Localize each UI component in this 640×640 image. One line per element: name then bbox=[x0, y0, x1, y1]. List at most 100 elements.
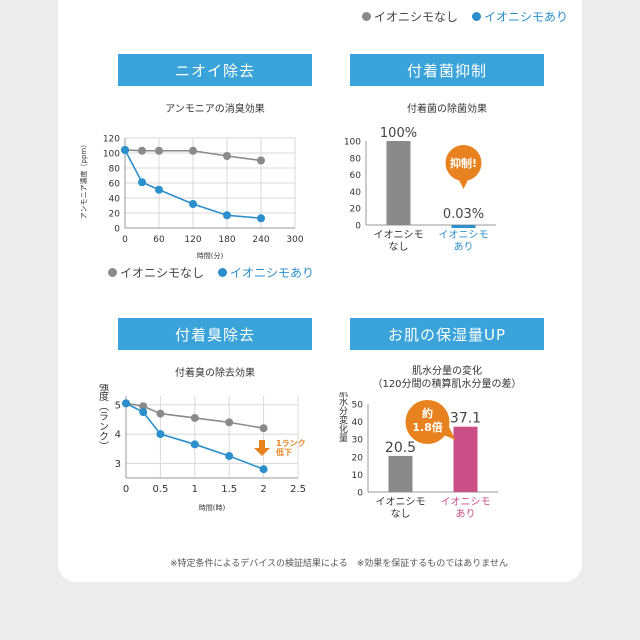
y-tick-label: 10 bbox=[352, 471, 364, 481]
x-tick-label: 180 bbox=[218, 235, 235, 245]
bar bbox=[386, 141, 411, 225]
ammonia-legend-item-without: イオニシモなし bbox=[108, 264, 204, 281]
down-arrow-icon bbox=[254, 448, 270, 456]
moisture-bar-chart: 0 10 20 30 40 50 20.5 イオニシモなし 37.1 イオニシモあり 積算肌水分変化… bbox=[337, 392, 498, 520]
y-tick-label: 4 bbox=[115, 430, 121, 441]
legend-label-with: イオニシモあり bbox=[484, 10, 569, 24]
data-point bbox=[122, 399, 130, 408]
callout-pointer bbox=[457, 177, 470, 189]
ammonia-chart-title: アンモニアの消臭効果 bbox=[165, 104, 265, 115]
bacteria-bar-chart: 0 20 40 60 80 100 100% イオニシモなし 0.03% イオニシモあり 抑制! bbox=[344, 126, 496, 253]
smell-line-chart: 0 0.5 1 1.5 2 2.5 3 4 5 時間(時) 臭気強度（ランク） 1ランク低下 bbox=[97, 384, 306, 512]
data-point bbox=[225, 452, 234, 461]
smell-chart-title: 付着臭の除去効果 bbox=[175, 368, 255, 379]
data-point bbox=[257, 214, 265, 223]
down-arrow-icon bbox=[259, 440, 265, 448]
data-point bbox=[155, 185, 163, 194]
legend-item-without: イオニシモなし bbox=[362, 8, 458, 25]
data-point bbox=[138, 178, 146, 187]
y-tick-label: 80 bbox=[350, 154, 362, 164]
data-point bbox=[223, 152, 231, 160]
data-point bbox=[190, 440, 199, 449]
x-tick-label: 2 bbox=[260, 484, 266, 495]
y-tick-label: 20 bbox=[350, 205, 362, 215]
data-point bbox=[139, 408, 148, 417]
y-tick-label: 50 bbox=[352, 401, 364, 411]
blue-dot-icon bbox=[218, 268, 228, 277]
data-point bbox=[189, 200, 197, 208]
x-tick-label: 0 bbox=[123, 484, 129, 495]
moisture-header: お肌の保湿量UP bbox=[350, 318, 544, 350]
data-point bbox=[225, 418, 234, 427]
category-label: イオニシモなし bbox=[376, 496, 426, 520]
x-tick-label: 60 bbox=[153, 235, 165, 245]
footnote: ※特定条件によるデバイスの検証結果による ※効果を保証するものではありません bbox=[170, 559, 509, 569]
y-tick-label: 5 bbox=[115, 400, 121, 411]
ammonia-legend-label-with: イオニシモあり bbox=[230, 266, 315, 280]
x-tick-label: 240 bbox=[252, 235, 269, 245]
y-tick-label: 40 bbox=[352, 418, 364, 428]
y-tick-label: 0 bbox=[114, 225, 120, 235]
x-tick-label: 2.5 bbox=[290, 484, 306, 495]
data-point bbox=[155, 146, 163, 155]
y-axis-label: アンモニア濃度（ppm） bbox=[79, 141, 88, 219]
bar bbox=[451, 224, 476, 228]
odor-header: ニオイ除去 bbox=[118, 54, 312, 86]
y-tick-label: 20 bbox=[109, 210, 121, 220]
y-tick-label: 3 bbox=[115, 459, 121, 470]
data-point bbox=[121, 146, 129, 154]
data-point bbox=[156, 409, 165, 418]
y-tick-label: 100 bbox=[103, 150, 120, 160]
data-point bbox=[259, 465, 268, 474]
data-point bbox=[190, 413, 199, 422]
bar-value-label: 37.1 bbox=[450, 411, 481, 427]
y-axis-label: 積算肌水分変化量 bbox=[337, 392, 348, 442]
y-tick-label: 60 bbox=[350, 171, 362, 181]
data-point bbox=[257, 156, 265, 165]
data-point bbox=[139, 402, 148, 411]
data-point bbox=[259, 424, 268, 433]
bar bbox=[453, 426, 478, 492]
moisture-chart-title: 肌水分量の変化 bbox=[412, 366, 482, 377]
y-tick-label: 0 bbox=[355, 222, 361, 232]
y-tick-label: 20 bbox=[352, 453, 364, 463]
x-tick-label: 0.5 bbox=[152, 484, 168, 495]
rank-drop-annotation: 1ランク低下 bbox=[275, 438, 306, 457]
callout-pointer bbox=[441, 424, 456, 440]
x-tick-label: 1.5 bbox=[221, 484, 237, 495]
moisture-chart-subtitle: （120分間の積算肌水分量の差） bbox=[372, 379, 522, 390]
bar-value-label: 20.5 bbox=[385, 440, 416, 456]
content-card bbox=[58, 0, 582, 582]
data-point bbox=[223, 211, 231, 220]
category-label: イオニシモあり bbox=[439, 229, 489, 253]
x-tick-label: 300 bbox=[286, 235, 303, 245]
bar-value-label: 0.03% bbox=[443, 207, 484, 222]
callout-bubble bbox=[405, 400, 450, 444]
ammonia-legend-label-without: イオニシモなし bbox=[120, 266, 205, 280]
smell-header: 付着臭除去 bbox=[118, 318, 312, 350]
suppression-annotation: 抑制! bbox=[450, 156, 477, 170]
top-legend: イオニシモなし イオニシモあり bbox=[362, 8, 568, 25]
y-tick-label: 120 bbox=[103, 135, 120, 145]
y-tick-label: 0 bbox=[357, 489, 363, 499]
x-axis-label: 時間(時) bbox=[199, 504, 226, 512]
y-tick-label: 30 bbox=[352, 436, 364, 446]
x-tick-label: 120 bbox=[184, 235, 201, 245]
ammonia-legend: イオニシモなし イオニシモあり bbox=[108, 264, 314, 281]
category-label: イオニシモあり bbox=[441, 496, 491, 520]
ammonia-legend-item-with: イオニシモあり bbox=[218, 264, 314, 281]
series-line-1 bbox=[124, 149, 262, 220]
y-tick-label: 100 bbox=[344, 138, 361, 148]
y-tick-label: 80 bbox=[109, 165, 121, 175]
ratio-annotation: 約 1.8倍 bbox=[412, 406, 443, 434]
blue-dot-icon bbox=[472, 12, 482, 21]
gray-dot-icon bbox=[362, 12, 371, 21]
x-axis-label: 時間(分) bbox=[197, 251, 224, 260]
y-tick-label: 40 bbox=[350, 188, 362, 198]
data-point bbox=[138, 146, 146, 155]
y-axis-label: 臭気強度（ランク） bbox=[97, 384, 109, 451]
data-point bbox=[189, 146, 197, 155]
bar-value-label: 100% bbox=[380, 126, 417, 141]
legend-label-without: イオニシモなし bbox=[374, 10, 459, 24]
gray-dot-icon bbox=[108, 268, 117, 277]
